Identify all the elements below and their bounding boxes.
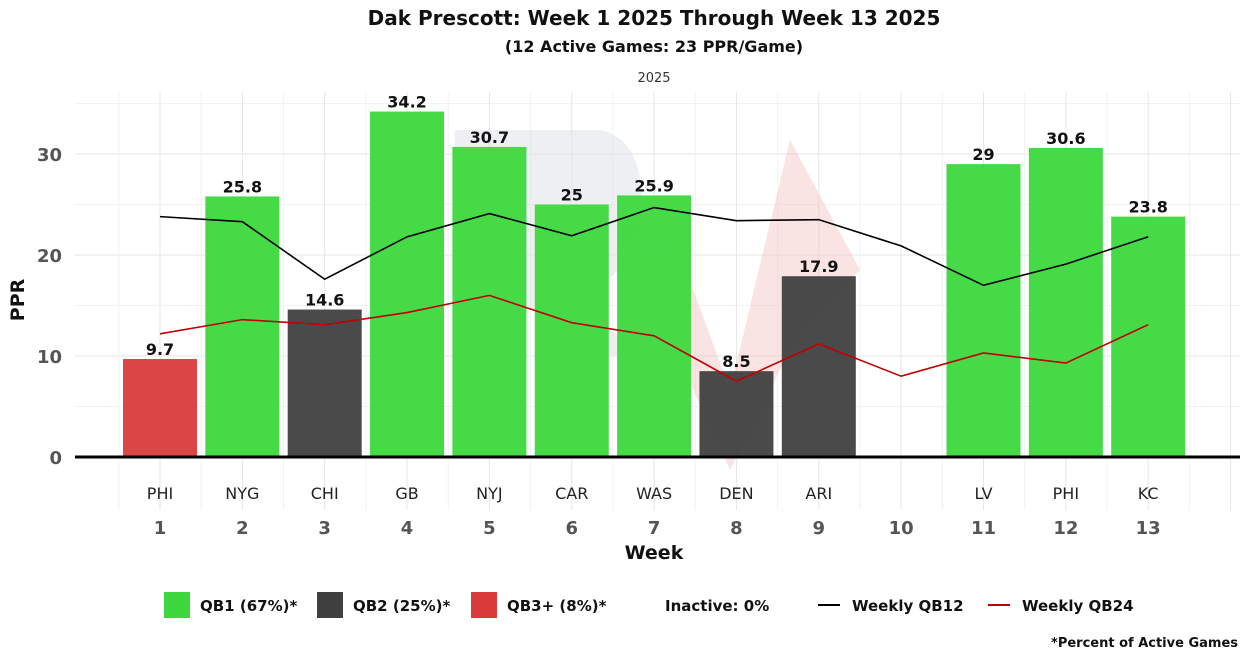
y-tick-label: 20 — [37, 246, 62, 267]
legend-label: QB2 (25%)* — [353, 597, 450, 615]
opponent-label: KC — [1138, 484, 1159, 503]
bar-week-2 — [205, 196, 280, 458]
opponent-label: WAS — [636, 484, 672, 503]
x-tick-label: 12 — [1053, 518, 1078, 539]
bar-week-4 — [370, 111, 445, 457]
x-tick-label: 9 — [813, 518, 826, 539]
legend-swatch — [471, 592, 497, 618]
legend-label: Weekly QB12 — [852, 597, 964, 615]
opponent-label: DEN — [719, 484, 753, 503]
opponent-label: CAR — [555, 484, 588, 503]
x-tick-label: 6 — [565, 518, 578, 539]
opponent-label: NYJ — [476, 484, 502, 503]
legend-swatch — [164, 592, 190, 618]
legend-label: Weekly QB24 — [1022, 597, 1134, 615]
bar-week-9 — [781, 276, 856, 457]
bar-week-8 — [699, 371, 774, 457]
bar-value-label: 23.8 — [1128, 198, 1167, 217]
y-tick-label: 30 — [37, 145, 62, 166]
bar-week-5 — [452, 146, 527, 457]
opponent-label: PHI — [1053, 484, 1079, 503]
bar-value-label: 25.8 — [223, 177, 262, 196]
y-tick-label: 0 — [49, 448, 62, 469]
bar-value-label: 34.2 — [387, 93, 426, 112]
chart-title: Dak Prescott: Week 1 2025 Through Week 1… — [368, 6, 941, 30]
opponent-label: CHI — [311, 484, 339, 503]
bar-value-label: 9.7 — [146, 340, 174, 359]
footnote: *Percent of Active Games — [1051, 636, 1238, 651]
x-tick-label: 2 — [236, 518, 249, 539]
bar-value-label: 25.9 — [634, 176, 673, 195]
line-weekly-qb24 — [159, 294, 1149, 383]
bar-week-11 — [946, 164, 1021, 457]
bar-week-3 — [287, 309, 362, 457]
bar-value-label: 30.7 — [470, 128, 509, 147]
bar-value-label: 17.9 — [799, 257, 838, 276]
legend-label: Inactive: 0% — [665, 597, 769, 615]
x-tick-label: 4 — [401, 518, 414, 539]
opponent-label: LV — [974, 484, 992, 503]
opponent-label: GB — [395, 484, 418, 503]
bar-value-label: 25 — [561, 186, 583, 205]
chart-subtitle: (12 Active Games: 23 PPR/Game) — [505, 37, 803, 56]
bar-value-label: 29 — [972, 145, 994, 164]
bar-value-label: 8.5 — [722, 352, 750, 371]
x-tick-label: 13 — [1136, 518, 1161, 539]
facet-label: 2025 — [637, 71, 670, 86]
line-weekly-qb12 — [159, 206, 1149, 287]
bar-value-label: 30.6 — [1046, 129, 1085, 148]
legend-label: QB3+ (8%)* — [507, 597, 607, 615]
bar-week-6 — [534, 204, 609, 457]
legend: QB1 (67%)* QB2 (25%)* QB3+ (8%)* Inactive: … — [164, 592, 1134, 618]
opponent-label: PHI — [147, 484, 173, 503]
opponent-label: NYG — [225, 484, 259, 503]
x-tick-label: 11 — [971, 518, 996, 539]
legend-swatch — [317, 592, 343, 618]
x-tick-label: 8 — [730, 518, 743, 539]
bar-week-7 — [617, 195, 692, 457]
bar-week-1 — [123, 359, 197, 457]
opponent-label: ARI — [805, 484, 832, 503]
legend-label: QB1 (67%)* — [200, 597, 297, 615]
x-tick-label: 7 — [648, 518, 661, 539]
x-axis-label: Week — [625, 542, 684, 564]
y-tick-label: 10 — [37, 347, 62, 368]
x-tick-label: 3 — [318, 518, 331, 539]
y-axis-label: PPR — [7, 278, 29, 321]
x-tick-label: 10 — [889, 518, 914, 539]
bar-week-12 — [1028, 147, 1103, 457]
x-tick-label: 5 — [483, 518, 496, 539]
bar-value-label: 14.6 — [305, 291, 344, 310]
x-tick-label: 1 — [154, 518, 167, 539]
